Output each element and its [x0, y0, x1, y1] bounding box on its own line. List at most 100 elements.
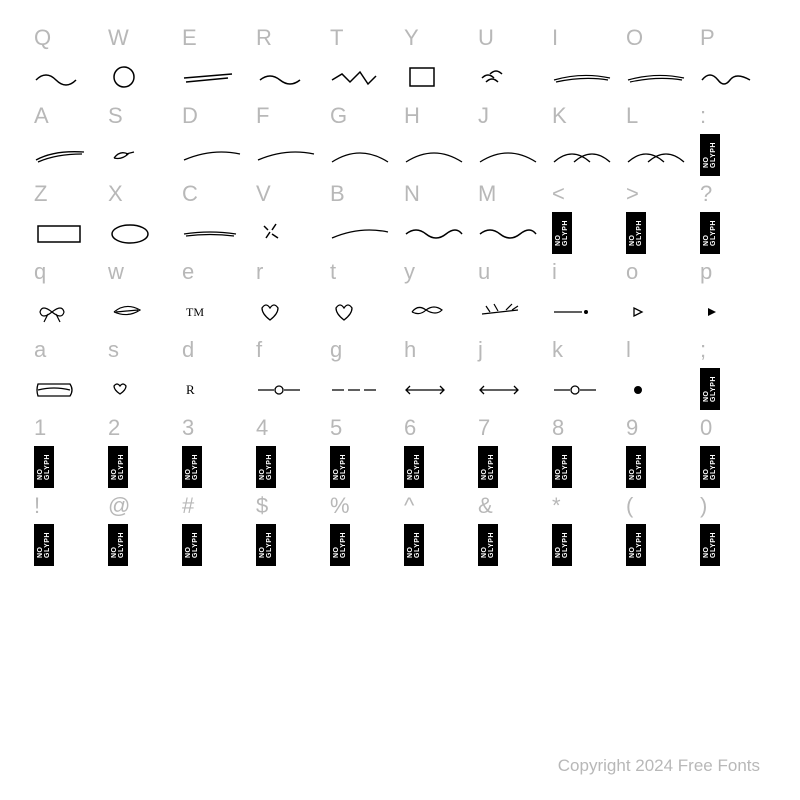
no-glyph-badge: NO GLYPH — [34, 524, 54, 566]
no-glyph-badge: NO GLYPH — [404, 524, 424, 566]
glyph-cell: NO GLYPH — [622, 212, 696, 254]
key-label: N — [400, 176, 474, 212]
glyph-cell — [474, 212, 548, 254]
glyph-cell — [178, 56, 252, 98]
glyph-cell — [548, 134, 622, 176]
key-label: a — [30, 332, 104, 368]
key-label: ( — [622, 488, 696, 524]
key-label: G — [326, 98, 400, 134]
key-label: A — [30, 98, 104, 134]
no-glyph-badge: NO GLYPH — [330, 446, 350, 488]
no-glyph-badge: NO GLYPH — [700, 446, 720, 488]
glyph-cell: NO GLYPH — [548, 524, 622, 566]
key-label: F — [252, 98, 326, 134]
arrow-line-icon — [404, 374, 464, 404]
key-label: w — [104, 254, 178, 290]
oval-sketch-icon — [108, 218, 168, 248]
no-glyph-badge: NO GLYPH — [626, 212, 646, 254]
no-glyph-badge: NO GLYPH — [478, 524, 498, 566]
leaf-marks-icon — [478, 62, 538, 92]
key-label: 3 — [178, 410, 252, 446]
bow-icon — [34, 296, 94, 326]
glyph-cell: NO GLYPH — [104, 446, 178, 488]
key-label: u — [474, 254, 548, 290]
no-glyph-badge: NO GLYPH — [108, 524, 128, 566]
glyph-cell — [252, 290, 326, 332]
key-label: V — [252, 176, 326, 212]
glyph-cell — [30, 56, 104, 98]
glyph-cell: NO GLYPH — [474, 524, 548, 566]
key-label: J — [474, 98, 548, 134]
burst-icon — [256, 218, 316, 248]
glyph-cell — [252, 56, 326, 98]
glyph-cell — [252, 134, 326, 176]
swoosh-long-icon — [256, 140, 316, 170]
key-label: l — [622, 332, 696, 368]
line-double-icon — [182, 62, 242, 92]
arc-multi-icon — [626, 140, 686, 170]
character-map-grid: QWERTYUIOPASDFGHJKL:NO GLYPHZXCVBNM<>?NO… — [30, 20, 770, 566]
key-label: ^ — [400, 488, 474, 524]
key-label: 1 — [30, 410, 104, 446]
key-label: 7 — [474, 410, 548, 446]
no-glyph-badge: NO GLYPH — [700, 134, 720, 176]
key-label: ? — [696, 176, 770, 212]
glyph-cell — [326, 134, 400, 176]
no-glyph-badge: NO GLYPH — [108, 446, 128, 488]
glyph-cell: R — [178, 368, 252, 410]
svg-text:TM: TM — [186, 305, 204, 319]
glyph-cell — [696, 56, 770, 98]
key-label: P — [696, 20, 770, 56]
line-dash-icon — [330, 374, 390, 404]
key-label: j — [474, 332, 548, 368]
glyph-cell — [548, 56, 622, 98]
glyph-cell — [622, 56, 696, 98]
key-label: ) — [696, 488, 770, 524]
square-sketch-icon — [404, 62, 464, 92]
swoosh-icon — [34, 140, 94, 170]
key-label: L — [622, 98, 696, 134]
glyph-cell: NO GLYPH — [696, 134, 770, 176]
key-label: Z — [30, 176, 104, 212]
key-label: 2 — [104, 410, 178, 446]
glyph-cell: NO GLYPH — [30, 446, 104, 488]
key-label: d — [178, 332, 252, 368]
key-label: X — [104, 176, 178, 212]
no-glyph-badge: NO GLYPH — [552, 524, 572, 566]
long-scribble-icon — [552, 62, 612, 92]
glyph-cell — [474, 56, 548, 98]
key-label: g — [326, 332, 400, 368]
glyph-cell: NO GLYPH — [252, 446, 326, 488]
glyph-cell: NO GLYPH — [696, 368, 770, 410]
key-label: 4 — [252, 410, 326, 446]
no-glyph-badge: NO GLYPH — [182, 446, 202, 488]
arc-multi-icon — [552, 140, 612, 170]
glyph-cell — [326, 56, 400, 98]
no-glyph-badge: NO GLYPH — [626, 446, 646, 488]
glyph-cell — [696, 290, 770, 332]
heart-small-icon — [108, 374, 168, 404]
svg-text:R: R — [186, 382, 195, 397]
line-circle-icon — [552, 374, 612, 404]
key-label: $ — [252, 488, 326, 524]
glyph-cell: NO GLYPH — [696, 446, 770, 488]
key-label: I — [548, 20, 622, 56]
glyph-cell: NO GLYPH — [252, 524, 326, 566]
glyph-cell — [326, 212, 400, 254]
wave-icon — [478, 218, 538, 248]
no-glyph-badge: NO GLYPH — [626, 524, 646, 566]
glyph-cell — [252, 212, 326, 254]
glyph-cell — [400, 290, 474, 332]
rect-sketch-icon — [34, 218, 94, 248]
glyph-cell — [178, 134, 252, 176]
heart-icon — [256, 296, 316, 326]
key-label: p — [696, 254, 770, 290]
key-label: t — [326, 254, 400, 290]
key-label: q — [30, 254, 104, 290]
tilde-icon — [256, 62, 316, 92]
glyph-cell: NO GLYPH — [548, 446, 622, 488]
glyph-cell — [104, 368, 178, 410]
glyph-cell: NO GLYPH — [104, 524, 178, 566]
key-label: o — [622, 254, 696, 290]
zigzag-icon — [330, 62, 390, 92]
